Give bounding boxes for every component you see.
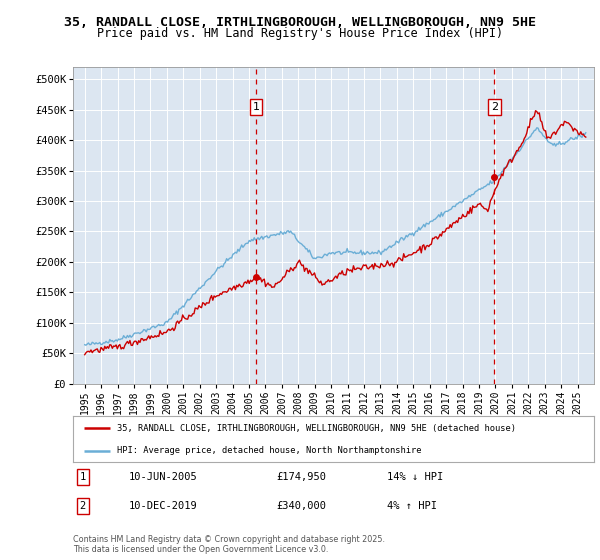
Text: 10-JUN-2005: 10-JUN-2005 [129, 472, 198, 482]
Text: 14% ↓ HPI: 14% ↓ HPI [387, 472, 443, 482]
Text: Contains HM Land Registry data © Crown copyright and database right 2025.
This d: Contains HM Land Registry data © Crown c… [73, 535, 385, 554]
Text: 35, RANDALL CLOSE, IRTHLINGBOROUGH, WELLINGBOROUGH, NN9 5HE (detached house): 35, RANDALL CLOSE, IRTHLINGBOROUGH, WELL… [118, 424, 517, 433]
Text: £174,950: £174,950 [276, 472, 326, 482]
Text: 1: 1 [80, 472, 86, 482]
Text: 2: 2 [80, 501, 86, 511]
Text: 2: 2 [491, 102, 498, 112]
Text: 35, RANDALL CLOSE, IRTHLINGBOROUGH, WELLINGBOROUGH, NN9 5HE: 35, RANDALL CLOSE, IRTHLINGBOROUGH, WELL… [64, 16, 536, 29]
Text: HPI: Average price, detached house, North Northamptonshire: HPI: Average price, detached house, Nort… [118, 446, 422, 455]
Text: Price paid vs. HM Land Registry's House Price Index (HPI): Price paid vs. HM Land Registry's House … [97, 27, 503, 40]
Text: 1: 1 [253, 102, 260, 112]
Text: 4% ↑ HPI: 4% ↑ HPI [387, 501, 437, 511]
Text: £340,000: £340,000 [276, 501, 326, 511]
Text: 10-DEC-2019: 10-DEC-2019 [129, 501, 198, 511]
